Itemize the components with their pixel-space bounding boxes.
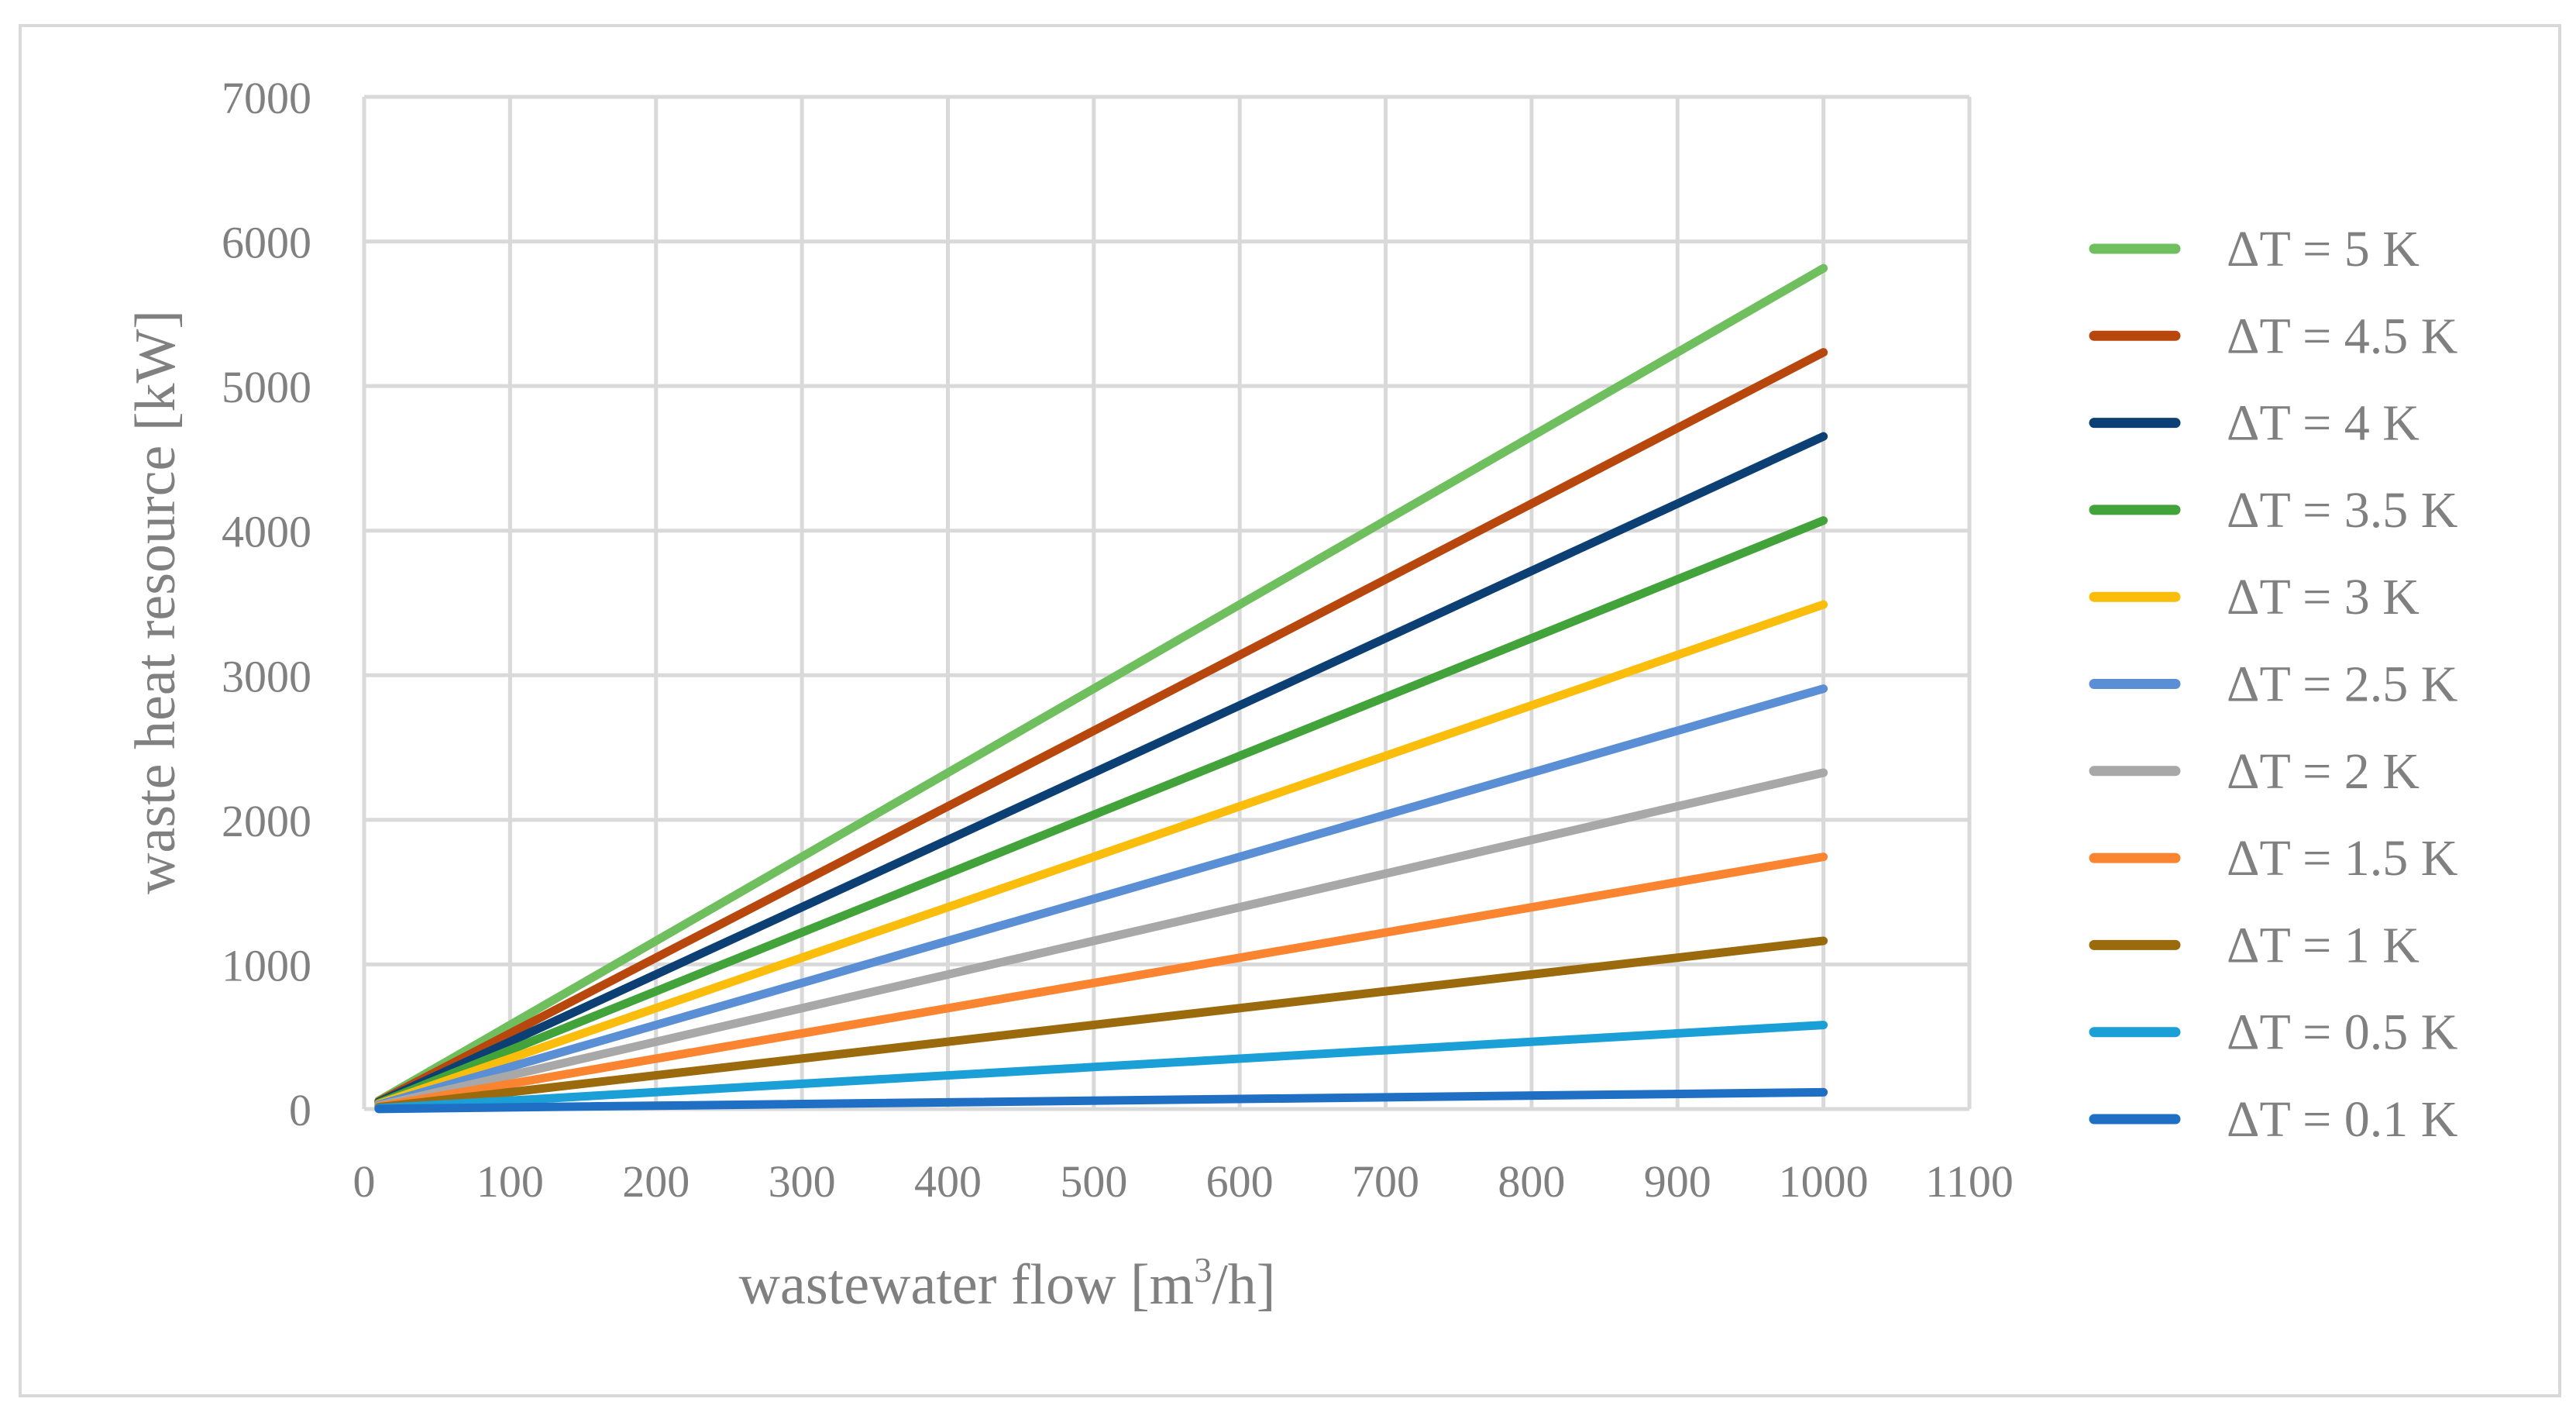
- legend-label-5: ΔT = 2.5 K: [2227, 656, 2457, 713]
- legend-label-9: ΔT = 0.5 K: [2227, 1004, 2457, 1061]
- series-line-5: [374, 684, 1828, 1110]
- legend-label-2: ΔT = 4 K: [2227, 395, 2420, 452]
- series-line-4: [374, 600, 1828, 1108]
- x-axis-ticks: 0 100 200 300 400 500 600 700 800 900 1000 1100: [353, 1156, 2014, 1207]
- y-axis-ticks: 0 1000 2000 3000 4000 5000 6000 7000: [222, 73, 311, 1135]
- legend-label-4: ΔT = 3 K: [2227, 569, 2420, 625]
- series-line-1: [374, 348, 1828, 1106]
- x-axis-title-suffix: /h]: [1212, 1253, 1275, 1317]
- x-axis-title: wastewater flow [m3/h]: [739, 1250, 1276, 1317]
- x-tick-label-0: 0: [353, 1156, 376, 1207]
- y-tick-label-3: 3000: [222, 651, 311, 701]
- x-tick-label-3: 300: [769, 1156, 836, 1207]
- series-line-9: [374, 1021, 1828, 1113]
- x-tick-label-8: 800: [1498, 1156, 1565, 1207]
- y-tick-label-0: 0: [289, 1085, 311, 1135]
- x-tick-label-4: 400: [914, 1156, 982, 1207]
- y-tick-label-1: 1000: [222, 940, 311, 990]
- x-tick-label-2: 200: [622, 1156, 690, 1207]
- series-line-2: [374, 432, 1828, 1107]
- series-line-7: [374, 852, 1828, 1111]
- y-tick-label-5: 5000: [222, 362, 311, 412]
- series-line-8: [374, 936, 1828, 1112]
- legend-label-7: ΔT = 1.5 K: [2227, 830, 2457, 887]
- x-axis-title-prefix: wastewater flow [m: [739, 1253, 1195, 1317]
- x-tick-label-7: 700: [1352, 1156, 1419, 1207]
- y-tick-label-2: 2000: [222, 796, 311, 846]
- series-line-3: [374, 516, 1828, 1107]
- x-tick-label-1: 100: [476, 1156, 544, 1207]
- x-tick-label-11: 1100: [1925, 1156, 2014, 1207]
- legend-label-0: ΔT = 5 K: [2227, 221, 2420, 277]
- chart-frame: [19, 24, 2561, 1397]
- legend-label-1: ΔT = 4.5 K: [2227, 308, 2457, 364]
- x-tick-label-10: 1000: [1779, 1156, 1869, 1207]
- legend-label-10: ΔT = 0.1 K: [2227, 1091, 2457, 1148]
- x-axis-title-superscript: 3: [1194, 1250, 1212, 1290]
- legend-label-8: ΔT = 1 K: [2227, 917, 2420, 973]
- x-tick-label-9: 900: [1644, 1156, 1711, 1207]
- y-tick-label-6: 6000: [222, 218, 311, 268]
- x-tick-label-5: 500: [1060, 1156, 1127, 1207]
- y-tick-label-4: 4000: [222, 507, 311, 557]
- series-line-0: [374, 264, 1828, 1105]
- x-tick-label-6: 600: [1206, 1156, 1274, 1207]
- y-tick-label-7: 7000: [222, 73, 311, 123]
- series-line-10: [374, 1087, 1828, 1114]
- legend-label-3: ΔT = 3.5 K: [2227, 482, 2457, 539]
- series-lines: [374, 264, 1828, 1114]
- series-line-6: [374, 768, 1828, 1111]
- y-axis-title: waste heat resource [kW]: [124, 310, 187, 894]
- legend-label-6: ΔT = 2 K: [2227, 743, 2420, 800]
- legend: ΔT = 5 K ΔT = 4.5 K ΔT = 4 K ΔT = 3.5 K ΔT =…: [2089, 221, 2457, 1148]
